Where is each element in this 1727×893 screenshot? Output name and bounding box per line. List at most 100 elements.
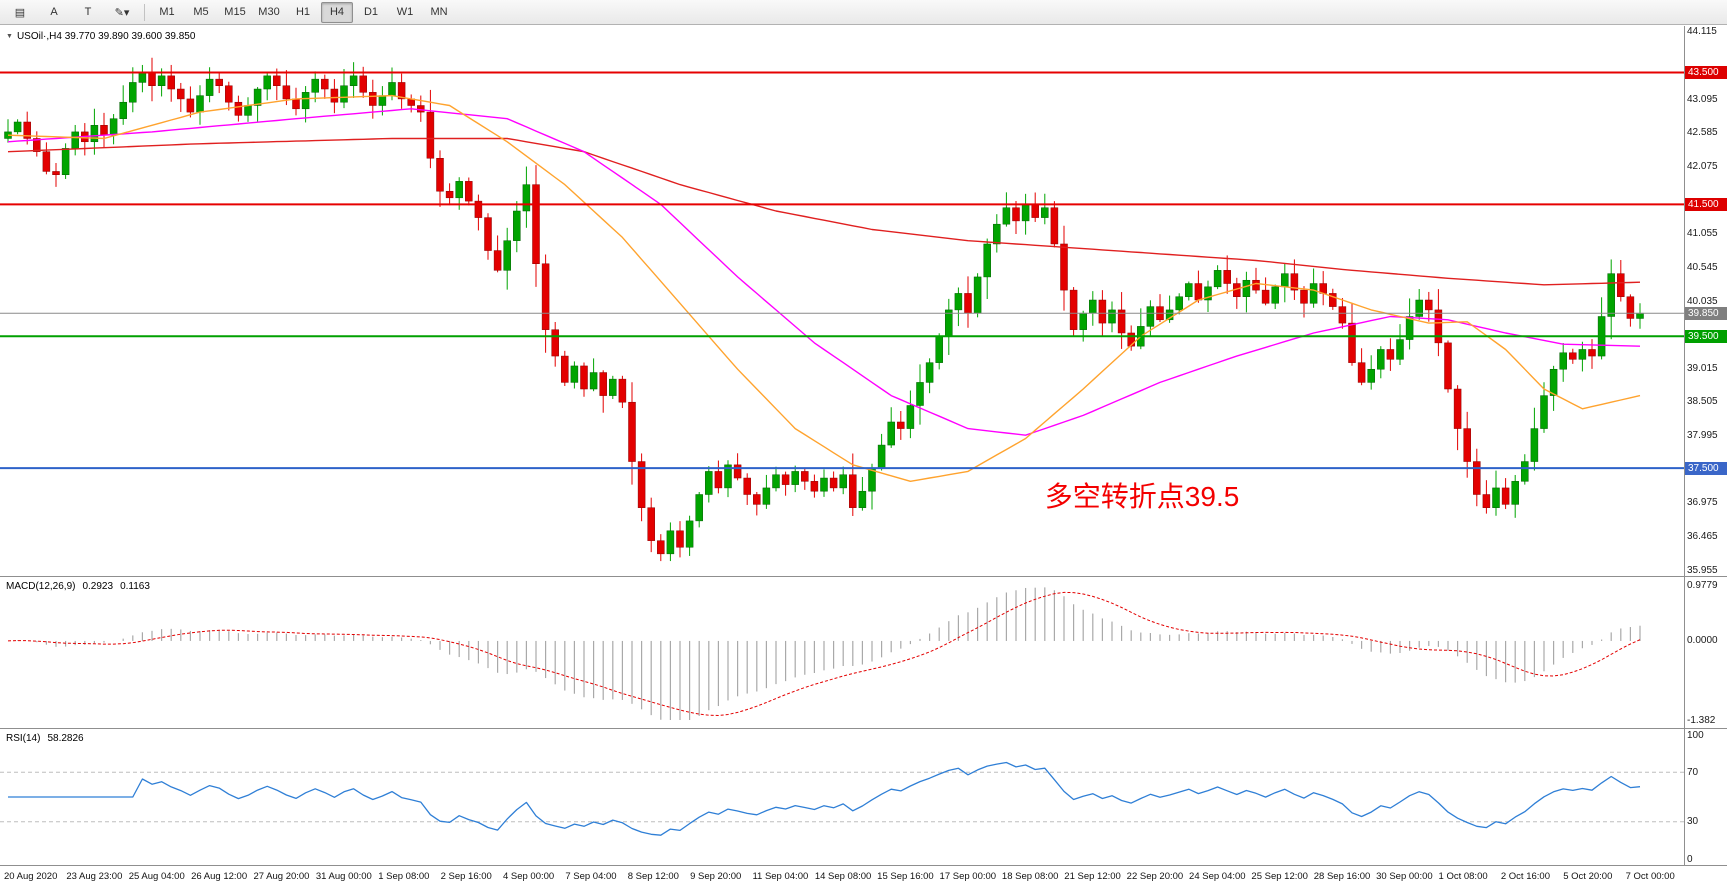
medium-ma-line [7, 108, 1641, 436]
panel-divider[interactable] [0, 576, 1727, 577]
macd-signal-value: 0.1163 [120, 581, 150, 592]
candle [1396, 324, 1404, 366]
timeframe-button-m1[interactable]: M1 [159, 6, 175, 18]
candle [1348, 303, 1356, 366]
time-axis-label: 24 Sep 04:00 [1189, 871, 1246, 882]
price-tick-label: 42.585 [1687, 127, 1718, 139]
toolbar-separator [144, 3, 145, 21]
price-tick-label: 40.035 [1687, 295, 1718, 307]
candle [618, 375, 627, 409]
time-axis[interactable]: 20 Aug 2020 23 Aug 23:00 25 Aug 04:00 26 Au… [0, 866, 1727, 893]
candle [148, 57, 156, 102]
candle [1194, 270, 1203, 303]
candle [1521, 454, 1529, 485]
candle [71, 124, 79, 156]
time-axis-label: 17 Sep 00:00 [939, 871, 997, 882]
timeframe-button-mn[interactable]: MN [430, 6, 448, 18]
candle [42, 142, 51, 175]
panel-divider[interactable] [0, 728, 1727, 729]
annotation-a-button[interactable]: A [50, 6, 58, 18]
candle [925, 358, 934, 394]
annotation-t-button[interactable]: T [84, 6, 92, 18]
candle [1031, 192, 1039, 222]
time-axis-label: 18 Sep 08:00 [1001, 871, 1059, 882]
candle [820, 469, 828, 497]
candle [349, 62, 358, 98]
collapse-triangle-icon[interactable]: ▼ [6, 33, 13, 40]
rsi-axis-label: 0 [1687, 853, 1693, 865]
candle [321, 74, 329, 99]
price-chart-panel[interactable] [0, 26, 1727, 576]
candle [1386, 338, 1395, 371]
time-axis-label: 2 Sep 16:00 [440, 871, 492, 882]
candle [935, 333, 943, 370]
candle [1501, 478, 1510, 510]
time-axis-label: 5 Oct 20:00 [1563, 871, 1613, 882]
macd-label: MACD(12,26,9) [6, 581, 76, 592]
candle [1233, 277, 1241, 309]
chart-list-icon[interactable]: ▤ [14, 6, 26, 19]
time-axis-label: 23 Aug 23:00 [66, 871, 123, 882]
candle [609, 375, 617, 400]
timeframe-button-h1[interactable]: H1 [295, 6, 311, 18]
candle [1175, 293, 1183, 315]
candle [705, 466, 713, 503]
rsi-panel[interactable] [0, 729, 1727, 865]
candle [52, 162, 60, 187]
candle [589, 358, 598, 392]
candle [215, 72, 223, 94]
candle [599, 370, 607, 413]
candle [1137, 308, 1145, 350]
candle [1156, 294, 1164, 322]
price-tick-label: 44.115 [1687, 26, 1717, 38]
fast-ma-line [7, 94, 1641, 482]
macd-header: MACD(12,26,9) 0.2923 0.1163 [6, 581, 150, 592]
candle [1281, 263, 1289, 303]
price-tick-label: 35.955 [1687, 564, 1718, 576]
candle [973, 273, 982, 318]
time-axis-label: 14 Sep 08:00 [814, 871, 872, 882]
macd-panel[interactable] [0, 577, 1727, 728]
timeframe-button-d1[interactable]: D1 [363, 6, 379, 18]
candle [263, 71, 271, 101]
candle [791, 465, 799, 493]
time-axis-label: 8 Sep 12:00 [627, 871, 679, 882]
rsi-svg[interactable] [0, 729, 1727, 865]
candle [580, 362, 588, 397]
timeframe-button-h4[interactable]: H4 [321, 1, 353, 23]
draw-tools-dropdown[interactable]: ✎▾ [114, 6, 130, 19]
candle [993, 214, 1001, 253]
candle [1060, 225, 1068, 311]
candle [1425, 291, 1433, 322]
candle [561, 350, 569, 387]
candle [1357, 348, 1366, 386]
candle [1329, 288, 1337, 310]
rsi-line [8, 761, 1641, 836]
symbol-header: ▼ USOil·,H4 39.770 39.890 39.600 39.850 [6, 31, 195, 42]
timeframe-button-m30[interactable]: M30 [258, 6, 280, 18]
timeframe-button-m15[interactable]: M15 [224, 6, 246, 18]
candle [397, 73, 406, 109]
candle [1367, 355, 1375, 390]
candle [1041, 193, 1049, 225]
panel-divider [0, 865, 1727, 866]
timeframe-button-w1[interactable]: W1 [396, 6, 414, 18]
symbol-ohlc-text: USOil·,H4 39.770 39.890 39.600 39.850 [16, 31, 196, 42]
candle [1050, 201, 1059, 248]
time-axis-label: 30 Sep 00:00 [1376, 871, 1433, 882]
timeframe-button-m5[interactable]: M5 [193, 6, 209, 18]
candle [493, 235, 502, 273]
price-axis[interactable]: 44.115 43.095 42.585 42.075 41.055 40.545 40.0… [1685, 0, 1727, 893]
chart-annotation: 多空转折点39.5 [1044, 481, 1240, 513]
candle [1204, 280, 1212, 312]
macd-svg[interactable] [0, 577, 1727, 728]
candle [1405, 298, 1414, 350]
candle [887, 407, 895, 448]
price-tick-label: 41.055 [1687, 228, 1718, 240]
candle [1117, 292, 1126, 349]
price-tick-label: 40.545 [1687, 261, 1718, 273]
price-chart-svg[interactable] [0, 26, 1727, 576]
candle [426, 89, 435, 169]
candle [1242, 271, 1251, 313]
candle [1290, 259, 1299, 300]
